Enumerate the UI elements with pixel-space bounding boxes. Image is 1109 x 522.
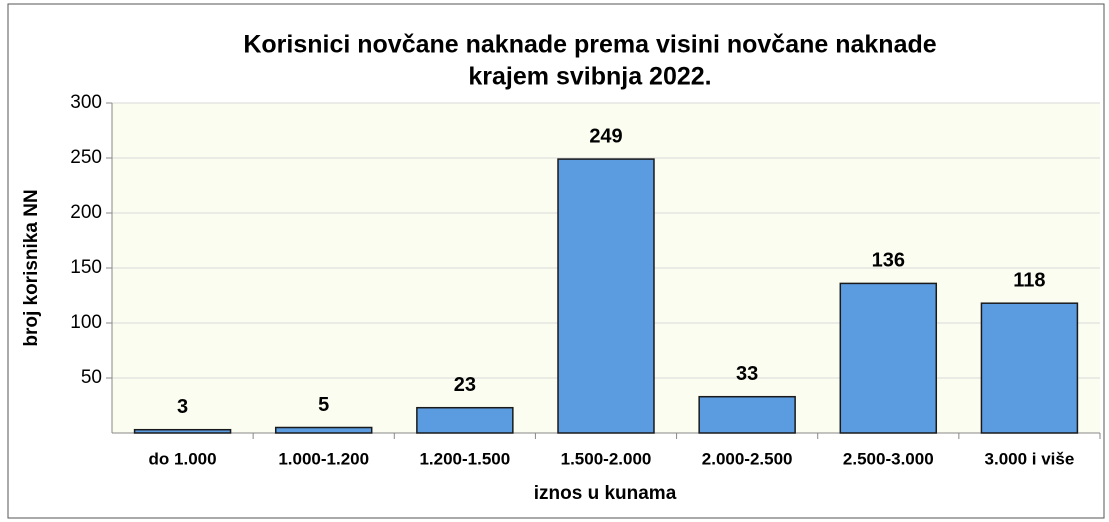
x-tick-label: 1.200-1.500 xyxy=(419,449,510,468)
y-tick-label: 100 xyxy=(70,312,102,333)
data-label: 136 xyxy=(872,250,905,272)
x-axis-label: iznos u kunama xyxy=(534,483,677,504)
data-label: 249 xyxy=(589,125,622,147)
y-tick-label: 50 xyxy=(81,367,102,388)
y-tick-label: 150 xyxy=(70,257,102,278)
x-tick-label: 3.000 i više xyxy=(985,449,1075,468)
bar xyxy=(416,406,514,434)
bar xyxy=(274,426,373,434)
data-label: 5 xyxy=(318,394,329,416)
data-label: 118 xyxy=(1013,269,1045,291)
chart-title: krajem svibnja 2022. xyxy=(468,63,711,91)
y-tick-label: 250 xyxy=(70,147,102,168)
data-label: 3 xyxy=(177,396,188,418)
bar xyxy=(698,395,796,434)
y-tick-label: 300 xyxy=(70,92,102,113)
y-tick-label: 200 xyxy=(70,202,102,223)
x-tick-label: 1.500-2.000 xyxy=(561,449,652,468)
x-tick-label: 2.500-3.000 xyxy=(843,449,934,468)
x-tick-label: 2.000-2.500 xyxy=(702,449,793,468)
bar xyxy=(133,428,232,434)
chart-title: Korisnici novčane naknade prema visini n… xyxy=(243,31,936,59)
data-label: 33 xyxy=(736,363,758,385)
x-tick-label: 1.000-1.200 xyxy=(278,449,369,468)
data-label: 23 xyxy=(454,374,476,396)
bar xyxy=(557,158,655,434)
bar xyxy=(839,282,938,434)
y-axis-label: broj korisnika NN xyxy=(21,189,42,346)
x-tick-label: do 1.000 xyxy=(149,449,217,468)
bar xyxy=(980,302,1079,434)
